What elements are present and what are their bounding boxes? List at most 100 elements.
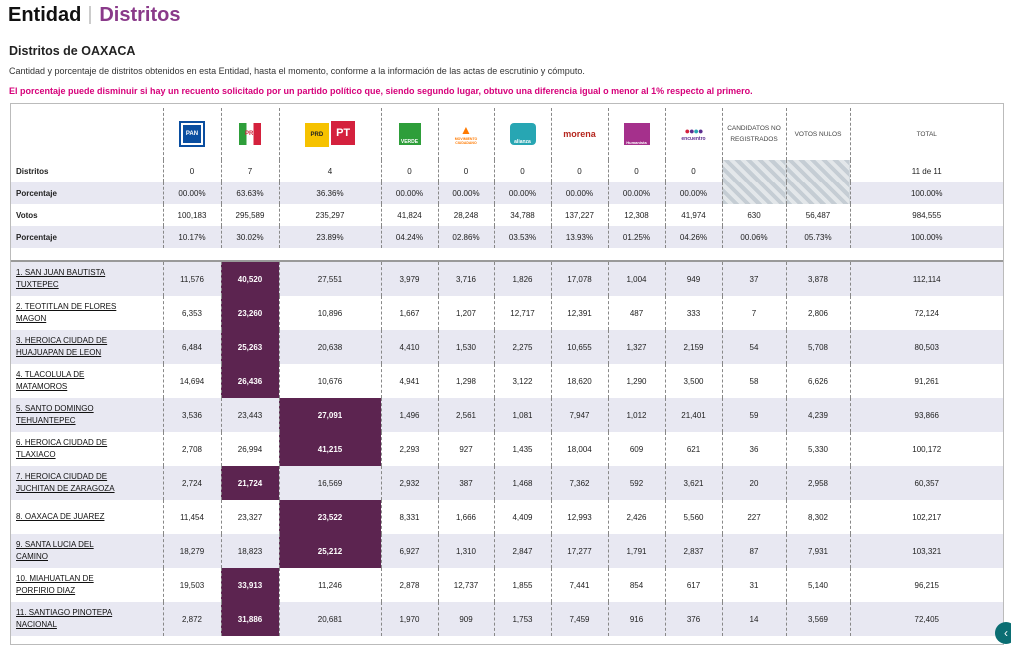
summary-cell: 0 (665, 160, 723, 182)
district-cell: 4,941 (381, 364, 439, 398)
district-cell: 26,436 (221, 364, 280, 398)
district-cell: 23,443 (221, 398, 280, 432)
district-cell: 20,638 (279, 330, 382, 364)
nulos-header: VOTOS NULOS (786, 108, 851, 160)
district-cell: 25,263 (221, 330, 280, 364)
district-name[interactable]: 11. SANTIAGO PINOTEPA NACIONAL (11, 602, 164, 636)
district-name[interactable]: 8. OAXACA DE JUAREZ (11, 500, 164, 534)
district-name-line1[interactable]: 2. TEOTITLAN DE FLORES (16, 302, 117, 311)
district-name-line1[interactable]: 9. SANTA LUCIA DEL (16, 540, 94, 549)
district-name-line2[interactable]: MATAMOROS (16, 382, 68, 391)
district-name-line2[interactable]: TUXTEPEC (16, 280, 59, 289)
summary-cell: 41,974 (665, 204, 723, 226)
district-name[interactable]: 3. HEROICA CIUDAD DE HUAJUAPAN DE LEON (11, 330, 164, 364)
district-cell: 5,560 (665, 500, 723, 534)
entidad-link[interactable]: Entidad (8, 3, 82, 26)
district-row: 9. SANTA LUCIA DEL CAMINO 18,279 18,823 25,2… (11, 534, 1003, 568)
party-logo-row: PAN PRI PRD PT VERDE ▲ MOVIMIENTO CIUDAD… (11, 108, 1003, 160)
mc-header: ▲ MOVIMIENTO CIUDADANO (438, 108, 495, 160)
district-cell: 1,298 (438, 364, 495, 398)
district-name[interactable]: 5. SANTO DOMINGO TEHUANTEPEC (11, 398, 164, 432)
district-cell: 31,886 (221, 602, 280, 636)
district-cell: 59 (722, 398, 787, 432)
summary-cell: 235,297 (279, 204, 382, 226)
pri-header: PRI (221, 108, 280, 160)
district-name-line1[interactable]: 10. MIAHUATLAN DE (16, 574, 94, 583)
summary-cell: 04.26% (665, 226, 723, 248)
morena-header: morena (551, 108, 609, 160)
summary-cell: 00.00% (381, 182, 439, 204)
district-cell: 1,081 (494, 398, 552, 432)
district-name-line2[interactable]: TLAXIACO (16, 450, 56, 459)
district-cell: 2,806 (786, 296, 851, 330)
district-cell: 1,012 (608, 398, 666, 432)
district-cell: 18,620 (551, 364, 609, 398)
summary-cell: 00.00% (551, 182, 609, 204)
district-name-line1[interactable]: 8. OAXACA DE JUAREZ (16, 512, 105, 521)
district-cell: 17,078 (551, 261, 609, 296)
summary-cell: 13.93% (551, 226, 609, 248)
district-name[interactable]: 2. TEOTITLAN DE FLORES MAGON (11, 296, 164, 330)
district-cell: 2,159 (665, 330, 723, 364)
district-name-line1[interactable]: 5. SANTO DOMINGO (16, 404, 94, 413)
summary-cell: 295,589 (221, 204, 280, 226)
summary-cell: 100.00% (850, 226, 1003, 248)
district-name[interactable]: 6. HEROICA CIUDAD DE TLAXIACO (11, 432, 164, 466)
district-cell: 41,215 (279, 432, 382, 466)
scroll-top-icon[interactable]: ‹ (995, 622, 1011, 644)
district-name[interactable]: 10. MIAHUATLAN DE PORFIRIO DIAZ (11, 568, 164, 602)
district-cell: 17,277 (551, 534, 609, 568)
summary-row: Porcentaje 00.00% 63.63% 36.36% 00.00% 00.00%… (11, 182, 1003, 204)
summary-cell: 100.00% (850, 182, 1003, 204)
verde-logo-icon: VERDE (398, 123, 421, 145)
district-cell: 27,551 (279, 261, 382, 296)
district-cell: 4,410 (381, 330, 439, 364)
pri-logo-icon: PRI (239, 123, 261, 145)
district-name[interactable]: 1. SAN JUAN BAUTISTA TUXTEPEC (11, 261, 164, 296)
district-cell: 3,716 (438, 261, 495, 296)
district-row: 6. HEROICA CIUDAD DE TLAXIACO 2,708 26,994 4… (11, 432, 1003, 466)
district-name-line2[interactable]: CAMINO (16, 552, 48, 561)
district-name-line2[interactable]: TEHUANTEPEC (16, 416, 76, 425)
district-name-line2[interactable]: NACIONAL (16, 620, 57, 629)
district-name[interactable]: 4. TLACOLULA DE MATAMOROS (11, 364, 164, 398)
district-cell: 1,826 (494, 261, 552, 296)
district-cell: 21,401 (665, 398, 723, 432)
district-name-line1[interactable]: 1. SAN JUAN BAUTISTA (16, 268, 106, 277)
district-name-line1[interactable]: 4. TLACOLULA DE (16, 370, 85, 379)
district-cell: 1,468 (494, 466, 552, 500)
district-cell: 1,791 (608, 534, 666, 568)
district-cell: 103,321 (850, 534, 1003, 568)
district-cell: 1,753 (494, 602, 552, 636)
district-cell: 11,576 (163, 261, 222, 296)
district-name-line2[interactable]: HUAJUAPAN DE LEON (16, 348, 102, 357)
summary-cell: 00.00% (163, 182, 222, 204)
district-cell: 8,331 (381, 500, 439, 534)
summary-cell: 00.00% (438, 182, 495, 204)
district-cell: 14 (722, 602, 787, 636)
district-cell: 5,330 (786, 432, 851, 466)
district-cell: 6,353 (163, 296, 222, 330)
district-cell: 3,979 (381, 261, 439, 296)
summary-cell: 03.53% (494, 226, 552, 248)
district-name-line1[interactable]: 11. SANTIAGO PINOTEPA (16, 608, 113, 617)
district-name-line1[interactable]: 7. HEROICA CIUDAD DE (16, 472, 108, 481)
district-cell: 72,124 (850, 296, 1003, 330)
district-name-line2[interactable]: PORFIRIO DIAZ (16, 586, 76, 595)
district-cell: 3,536 (163, 398, 222, 432)
district-cell: 927 (438, 432, 495, 466)
district-name-line1[interactable]: 3. HEROICA CIUDAD DE (16, 336, 108, 345)
humanista-header: Humanista (608, 108, 666, 160)
district-cell: 58 (722, 364, 787, 398)
district-name-line1[interactable]: 6. HEROICA CIUDAD DE (16, 438, 108, 447)
district-name[interactable]: 7. HEROICA CIUDAD DE JUCHITAN DE ZARAGOZA (11, 466, 164, 500)
district-row: 1. SAN JUAN BAUTISTA TUXTEPEC 11,576 40,520… (11, 261, 1003, 296)
district-cell: 3,122 (494, 364, 552, 398)
district-cell: 16,569 (279, 466, 382, 500)
district-name-line2[interactable]: MAGON (16, 314, 47, 323)
summary-cell: 04.24% (381, 226, 439, 248)
district-name-line2[interactable]: JUCHITAN DE ZARAGOZA (16, 484, 115, 493)
district-name[interactable]: 9. SANTA LUCIA DEL CAMINO (11, 534, 164, 568)
district-cell: 10,896 (279, 296, 382, 330)
district-cell: 3,569 (786, 602, 851, 636)
